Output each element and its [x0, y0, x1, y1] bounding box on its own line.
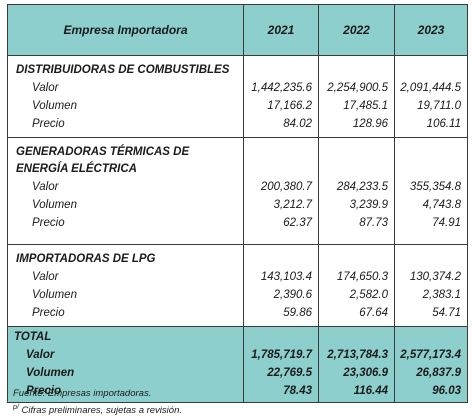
- total-values-2022: 2,713,784.3 23,306.9 116.44: [318, 326, 395, 403]
- cell-value: 17,166.2: [267, 100, 312, 112]
- preliminary-note: p/ Cifras preliminares, sujetas a revisi…: [13, 401, 182, 418]
- header-company-label: Empresa Importadora: [7, 4, 244, 56]
- section-values-2021: 1,442,235.6 17,166.2 84.02: [243, 55, 319, 138]
- cell-value: 74.91: [432, 217, 461, 229]
- import-data-table: Empresa Importadora 2021 2022 2023 DISTR…: [7, 4, 468, 403]
- section-title: DISTRIBUIDORAS DE COMBUSTIBLES: [16, 64, 230, 76]
- section-generadoras: GENERADORAS TÉRMICAS DE ENERGÍA ELÉCTRIC…: [7, 137, 468, 245]
- row-label-precio: Precio: [32, 217, 65, 229]
- total-label-cell: TOTAL Valor Volumen Precio: [7, 326, 244, 403]
- cell-value: 17,485.1: [343, 100, 388, 112]
- row-label-precio: Precio: [32, 307, 65, 319]
- cell-value: 174,650.3: [336, 271, 388, 283]
- row-label-volumen: Volumen: [32, 100, 77, 112]
- total-label-volumen: Volumen: [26, 367, 75, 379]
- cell-value: 2,091,444.5: [400, 82, 461, 94]
- section-values-2022: 284,233.5 3,239.9 87.73: [318, 137, 395, 245]
- preliminary-text: Cifras preliminares, sujetas a revisión.: [21, 405, 182, 417]
- total-cell-value: 2,713,784.3: [327, 349, 388, 361]
- total-label-precio: Precio: [26, 385, 62, 397]
- total-cell-value: 22,769.5: [267, 367, 312, 379]
- cell-value: 106.11: [426, 118, 461, 130]
- cell-value: 143,103.4: [260, 271, 312, 283]
- section-values-2022: 2,254,900.5 17,485.1 128.96: [318, 55, 395, 138]
- row-label-valor: Valor: [32, 82, 59, 94]
- cell-value: 84.02: [283, 118, 312, 130]
- cell-value: 128.96: [352, 118, 388, 130]
- table-notes: Fuente: Empresas importadoras. p/ Cifras…: [13, 387, 182, 418]
- section-values-2023: 130,374.2 2,383.1 54.71: [394, 244, 468, 327]
- total-cell-value: 26,837.9: [416, 367, 461, 379]
- total-title: TOTAL: [14, 331, 52, 343]
- section-values-2021: 200,380.7 3,212.7 62.37: [243, 137, 319, 245]
- section-values-2022: 174,650.3 2,582.0 67.64: [318, 244, 395, 327]
- row-label-valor: Valor: [32, 271, 59, 283]
- total-cell-value: 78.43: [283, 385, 312, 397]
- total-cell-value: 23,306.9: [343, 367, 388, 379]
- table-header-row: Empresa Importadora 2021 2022 2023: [7, 4, 468, 56]
- section-distribuidoras: DISTRIBUIDORAS DE COMBUSTIBLES Valor Vol…: [7, 55, 468, 138]
- header-year-2021: 2021: [243, 4, 319, 56]
- total-values-2023: 2,577,173.4 26,837.9 96.03: [394, 326, 468, 403]
- cell-value: 200,380.7: [260, 181, 312, 193]
- section-importadoras-lpg: IMPORTADORAS DE LPG Valor Volumen Precio…: [7, 244, 468, 327]
- section-total: TOTAL Valor Volumen Precio 1,785,719.7 2…: [7, 326, 468, 403]
- section-values-2023: 2,091,444.5 19,711.0 106.11: [394, 55, 468, 138]
- row-label-valor: Valor: [32, 181, 59, 193]
- cell-value: 2,582.0: [349, 289, 388, 301]
- cell-value: 2,390.6: [273, 289, 312, 301]
- total-values-2021: 1,785,719.7 22,769.5 78.43: [243, 326, 319, 403]
- source-note: Fuente: Empresas importadoras.: [13, 388, 152, 399]
- section-title: GENERADORAS TÉRMICAS DE ENERGÍA ELÉCTRIC…: [16, 146, 190, 175]
- cell-value: 4,743.8: [422, 199, 461, 211]
- total-label-valor: Valor: [26, 349, 55, 361]
- section-values-2023: 355,354.8 4,743.8 74.91: [394, 137, 468, 245]
- cell-value: 3,239.9: [349, 199, 388, 211]
- header-year-2022: 2022: [318, 4, 395, 56]
- header-year-2023: 2023: [394, 4, 468, 56]
- cell-value: 59.86: [283, 307, 312, 319]
- section-values-2021: 143,103.4 2,390.6 59.86: [243, 244, 319, 327]
- row-label-volumen: Volumen: [32, 289, 77, 301]
- section-title: IMPORTADORAS DE LPG: [16, 253, 156, 265]
- cell-value: 2,254,900.5: [327, 82, 388, 94]
- total-cell-value: 1,785,719.7: [251, 349, 312, 361]
- cell-value: 19,711.0: [417, 100, 461, 112]
- cell-value: 3,212.7: [273, 199, 312, 211]
- section-label-cell: GENERADORAS TÉRMICAS DE ENERGÍA ELÉCTRIC…: [7, 137, 244, 245]
- cell-value: 1,442,235.6: [251, 82, 312, 94]
- total-cell-value: 96.03: [432, 385, 461, 397]
- total-cell-value: 2,577,173.4: [400, 349, 461, 361]
- cell-value: 87.73: [359, 217, 388, 229]
- cell-value: 284,233.5: [336, 181, 388, 193]
- preliminary-marker: p/: [13, 404, 19, 411]
- cell-value: 130,374.2: [409, 271, 461, 283]
- section-label-cell: IMPORTADORAS DE LPG Valor Volumen Precio: [7, 244, 244, 327]
- cell-value: 2,383.1: [422, 289, 461, 301]
- row-label-precio: Precio: [32, 118, 65, 130]
- section-label-cell: DISTRIBUIDORAS DE COMBUSTIBLES Valor Vol…: [7, 55, 244, 138]
- cell-value: 355,354.8: [409, 181, 461, 193]
- row-label-volumen: Volumen: [32, 199, 77, 211]
- total-cell-value: 116.44: [353, 385, 388, 397]
- cell-value: 62.37: [283, 217, 312, 229]
- cell-value: 54.71: [432, 307, 461, 319]
- cell-value: 67.64: [359, 307, 388, 319]
